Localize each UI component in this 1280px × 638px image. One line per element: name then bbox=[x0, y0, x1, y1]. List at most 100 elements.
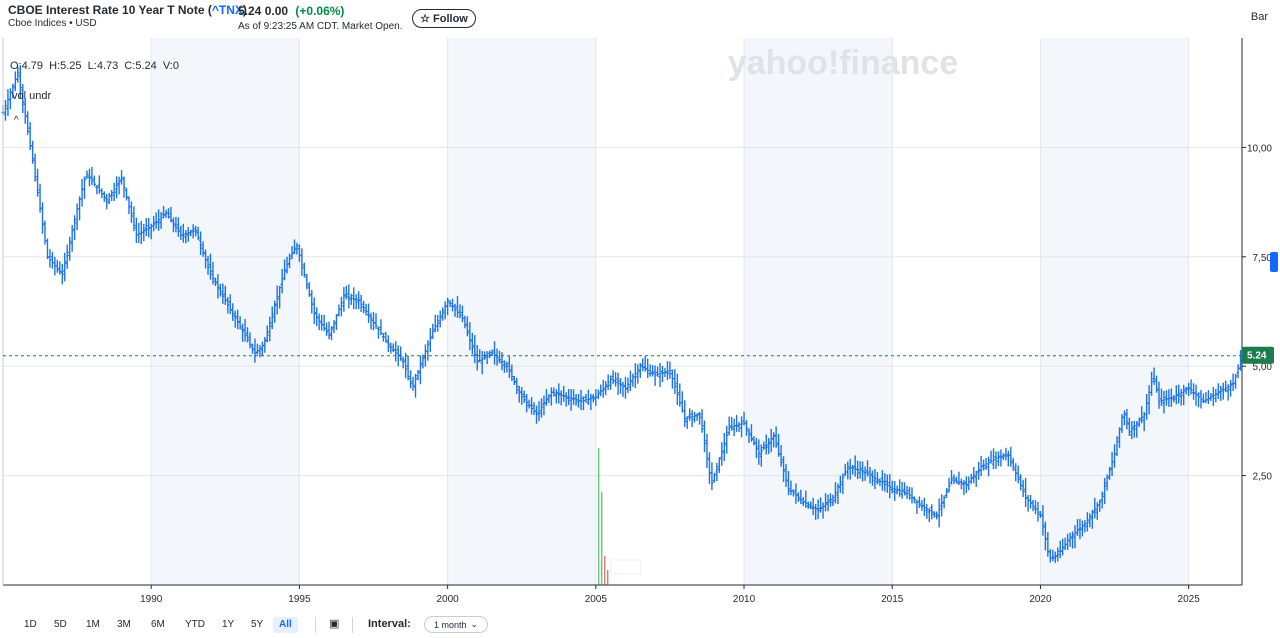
title-close: ) bbox=[242, 3, 247, 17]
ohlc-bar bbox=[651, 365, 655, 377]
ohlc-readout: O:4.79 H:5.25 L:4.73 C:5.24 V:0 bbox=[10, 60, 179, 72]
ohlc-bar bbox=[665, 361, 670, 381]
ohlc-bar bbox=[557, 383, 561, 404]
ohlc-bar bbox=[932, 511, 936, 518]
ohlc-bar bbox=[648, 364, 652, 377]
ohlc-bar bbox=[1001, 452, 1005, 460]
range-ytd[interactable]: YTD bbox=[185, 619, 205, 630]
ohlc-bar bbox=[1011, 457, 1015, 471]
ohlc-bar bbox=[282, 259, 287, 281]
instrument-title: CBOE Interest Rate 10 Year T Note (^TNX) bbox=[8, 3, 247, 17]
ohlc-bar bbox=[747, 428, 751, 443]
ohlc-bar bbox=[92, 175, 96, 187]
watermark: yahoo!finance bbox=[728, 44, 958, 82]
ohlc-bar bbox=[1216, 383, 1220, 400]
ohlc-bar bbox=[63, 252, 67, 282]
ohlc-bar bbox=[1140, 406, 1144, 424]
price-chart[interactable]: yahoo!finance 1990 1995 2000 2005 2010 2015 20… bbox=[0, 38, 1280, 612]
ohlc-bar bbox=[952, 474, 956, 485]
range-1m[interactable]: 1M bbox=[86, 619, 100, 630]
ohlc-bar bbox=[87, 168, 92, 187]
ohlc-bar bbox=[23, 98, 27, 124]
ohlc-bar bbox=[416, 370, 420, 381]
ohlc-bar bbox=[996, 451, 1001, 467]
ohlc-bar bbox=[759, 444, 763, 467]
ohlc-bar bbox=[161, 206, 166, 219]
ohlc-bar bbox=[964, 476, 968, 494]
ohlc-bar bbox=[1043, 521, 1047, 551]
ohlc-bar bbox=[278, 285, 282, 309]
ohlc-bar bbox=[725, 425, 729, 454]
ohlc-bar bbox=[935, 511, 939, 520]
ohlc-bar bbox=[880, 470, 884, 491]
ohlc-bar bbox=[895, 485, 899, 495]
ohlc-bar bbox=[749, 424, 754, 442]
ohlc-bar bbox=[1024, 478, 1028, 507]
ohlc-bar bbox=[636, 364, 640, 384]
range-all[interactable]: All bbox=[273, 617, 298, 633]
ohlc-bar bbox=[421, 354, 425, 369]
ohlc-bar bbox=[907, 486, 912, 500]
ohlc-bar bbox=[16, 66, 20, 83]
interval-select[interactable]: 1 month ⌄ bbox=[424, 616, 488, 633]
ohlc-bar bbox=[199, 231, 203, 256]
ohlc-bar bbox=[82, 176, 87, 199]
ohlc-bar bbox=[1080, 520, 1085, 537]
title-text: CBOE Interest Rate 10 Year T Note ( bbox=[8, 3, 212, 17]
ohlc-bar bbox=[1209, 393, 1213, 402]
range-5y[interactable]: 5Y bbox=[251, 619, 264, 630]
ohlc-bar bbox=[369, 312, 373, 330]
ohlc-bar bbox=[784, 463, 788, 487]
ohlc-bar bbox=[819, 497, 823, 513]
ohlc-bar bbox=[596, 389, 600, 400]
ohlc-bar bbox=[213, 277, 218, 287]
ohlc-bar bbox=[253, 338, 257, 363]
calendar-icon[interactable]: ▣ bbox=[329, 618, 340, 630]
ohlc-bar bbox=[31, 140, 35, 164]
ohlc-bar bbox=[189, 229, 193, 237]
ohlc-bar bbox=[579, 389, 583, 411]
ohlc-bar bbox=[1014, 463, 1018, 482]
ohlc-bar bbox=[927, 508, 931, 523]
ohlc-bar bbox=[806, 501, 810, 509]
ohlc-bar bbox=[781, 456, 786, 482]
range-1y[interactable]: 1Y bbox=[222, 619, 235, 630]
ohlc-bar bbox=[317, 313, 321, 331]
symbol-link[interactable]: ^TNX bbox=[211, 3, 243, 17]
ohlc-bar bbox=[623, 376, 628, 399]
range-1d[interactable]: 1D bbox=[24, 619, 37, 630]
ohlc-bar bbox=[1115, 436, 1119, 456]
collapse-caret-icon[interactable]: ^ bbox=[14, 115, 19, 126]
ohlc-bar bbox=[1078, 518, 1082, 540]
ohlc-bar bbox=[315, 307, 319, 327]
ohlc-bar bbox=[534, 405, 539, 424]
ohlc-bar bbox=[727, 416, 731, 436]
ohlc-bar bbox=[898, 479, 902, 497]
indicator-label[interactable]: vol undr bbox=[12, 90, 51, 102]
ohlc-bar bbox=[1132, 420, 1136, 438]
ohlc-bar bbox=[73, 215, 77, 240]
ohlc-bar bbox=[1085, 512, 1089, 532]
ohlc-bar bbox=[628, 370, 633, 391]
ohlc-bar bbox=[26, 111, 30, 135]
chart-type-selector[interactable]: Bar bbox=[1251, 11, 1268, 23]
range-3m[interactable]: 3M bbox=[117, 619, 131, 630]
ohlc-bar bbox=[426, 340, 430, 361]
y-tick-label: 10,00 bbox=[1247, 143, 1272, 154]
ohlc-bar bbox=[364, 303, 368, 316]
ohlc-bar bbox=[181, 223, 185, 243]
range-6m[interactable]: 6M bbox=[151, 619, 165, 630]
ohlc-bar bbox=[1031, 499, 1035, 512]
ohlc-bar bbox=[994, 451, 998, 469]
ohlc-bar bbox=[809, 501, 813, 510]
ohlc-bar bbox=[226, 296, 230, 314]
side-panel-handle[interactable] bbox=[1270, 252, 1278, 272]
ohlc-bar bbox=[962, 480, 966, 496]
follow-button[interactable]: ☆ Follow bbox=[412, 9, 476, 28]
toolbar-divider bbox=[352, 617, 353, 633]
ohlc-bar bbox=[505, 361, 509, 373]
range-5d[interactable]: 5D bbox=[54, 619, 67, 630]
ohlc-bar bbox=[448, 300, 452, 307]
ohlc-bar bbox=[799, 489, 803, 505]
ohlc-bar bbox=[717, 457, 721, 473]
